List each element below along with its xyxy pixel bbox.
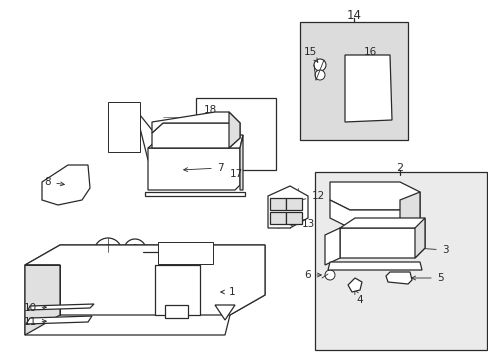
Text: 3: 3 — [418, 245, 447, 255]
Polygon shape — [339, 228, 424, 258]
Polygon shape — [329, 182, 419, 210]
Polygon shape — [414, 218, 424, 258]
Polygon shape — [26, 316, 92, 324]
Circle shape — [314, 70, 325, 80]
Polygon shape — [155, 265, 200, 315]
Polygon shape — [240, 135, 243, 190]
Text: 12: 12 — [295, 191, 324, 202]
Polygon shape — [347, 278, 361, 292]
Text: 2: 2 — [396, 163, 403, 173]
Polygon shape — [164, 305, 187, 318]
Polygon shape — [228, 112, 240, 148]
Bar — [158, 242, 213, 264]
Polygon shape — [25, 245, 264, 335]
Text: 1: 1 — [220, 287, 235, 297]
Polygon shape — [25, 265, 60, 335]
Circle shape — [313, 59, 325, 71]
Polygon shape — [327, 262, 421, 270]
Polygon shape — [25, 245, 264, 315]
Text: 5: 5 — [411, 273, 443, 283]
Bar — [285, 198, 302, 210]
Circle shape — [210, 123, 224, 137]
Circle shape — [101, 245, 115, 259]
Polygon shape — [152, 112, 240, 133]
Polygon shape — [339, 218, 424, 228]
Polygon shape — [148, 135, 243, 148]
Text: 8: 8 — [44, 177, 64, 187]
Circle shape — [379, 58, 389, 68]
Bar — [314, 172, 486, 350]
Circle shape — [130, 245, 140, 255]
Text: 13: 13 — [288, 219, 314, 229]
Polygon shape — [399, 192, 419, 228]
Polygon shape — [267, 186, 307, 228]
Text: 9: 9 — [181, 248, 188, 258]
Bar — [269, 212, 285, 224]
Polygon shape — [385, 272, 411, 284]
Polygon shape — [42, 165, 90, 205]
Polygon shape — [325, 228, 339, 265]
Polygon shape — [329, 200, 419, 228]
Polygon shape — [152, 123, 240, 148]
Text: 18: 18 — [203, 105, 220, 125]
Text: 14: 14 — [346, 9, 361, 22]
Text: 11: 11 — [23, 317, 46, 327]
Text: 7: 7 — [120, 122, 127, 132]
Circle shape — [351, 57, 363, 69]
Circle shape — [224, 122, 245, 144]
Text: 10: 10 — [23, 303, 46, 313]
Polygon shape — [215, 305, 235, 320]
Text: 4: 4 — [354, 290, 363, 305]
Polygon shape — [345, 55, 391, 122]
Circle shape — [94, 238, 122, 266]
Circle shape — [124, 239, 146, 261]
Polygon shape — [28, 304, 94, 310]
Circle shape — [325, 270, 334, 280]
Bar — [285, 212, 302, 224]
Circle shape — [229, 128, 240, 138]
Polygon shape — [145, 192, 244, 196]
Text: 17: 17 — [229, 169, 242, 179]
Text: 15: 15 — [303, 47, 317, 62]
Bar — [108, 102, 140, 152]
Text: 6: 6 — [304, 270, 321, 280]
Bar — [299, 22, 407, 140]
Circle shape — [365, 57, 377, 69]
Text: 7: 7 — [183, 163, 223, 173]
Polygon shape — [148, 148, 240, 190]
Text: 16: 16 — [358, 47, 376, 62]
Bar — [269, 198, 285, 210]
Bar — [196, 98, 275, 170]
